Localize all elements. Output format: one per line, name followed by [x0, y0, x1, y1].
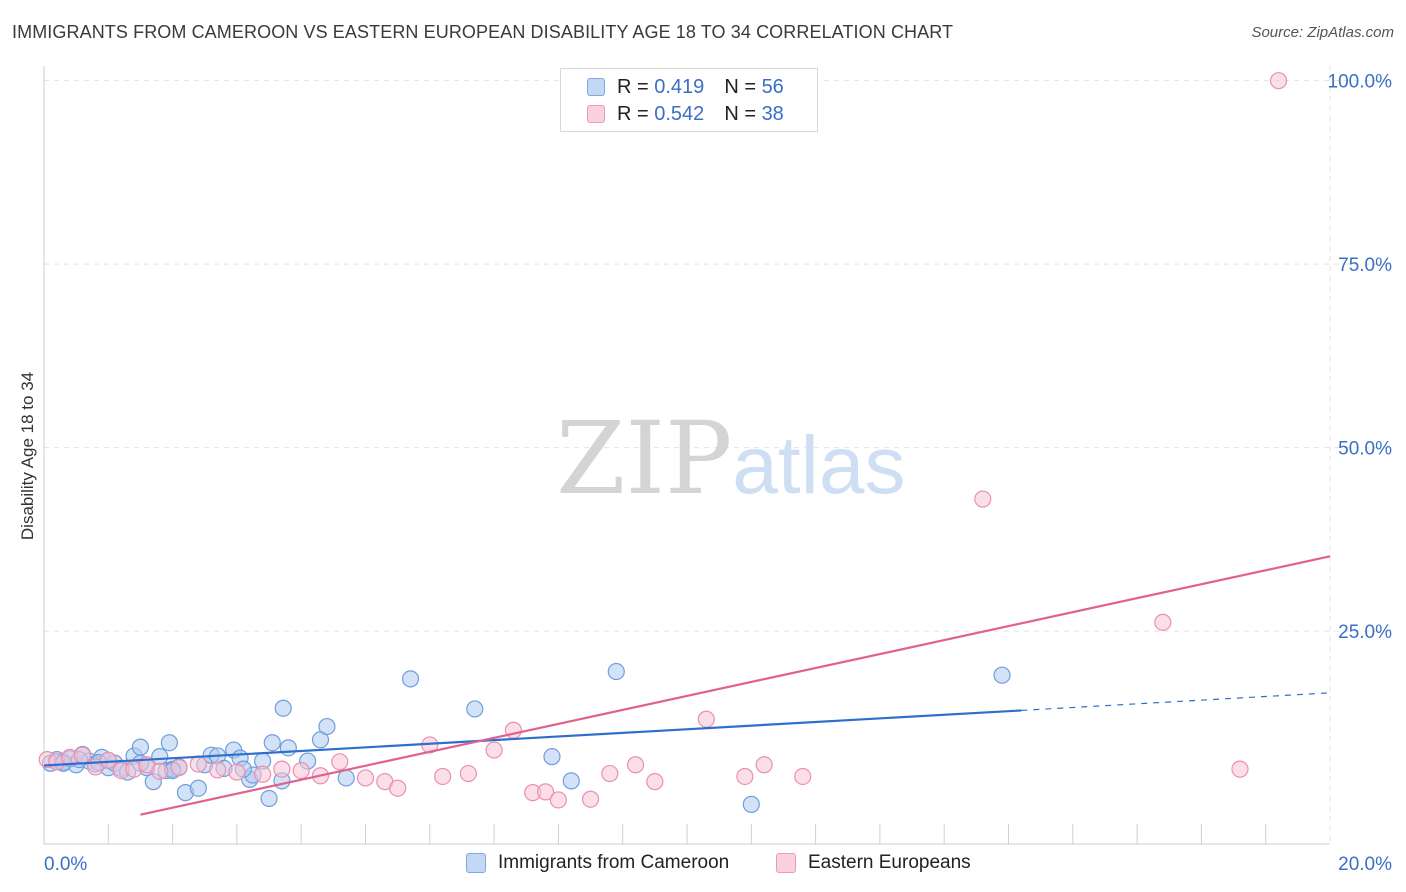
- eastern-europeans-point: [99, 751, 117, 769]
- trendline-cameroon-extension: [1021, 692, 1331, 712]
- eastern-europeans-point: [755, 756, 773, 774]
- watermark: ZIPatlas: [556, 400, 906, 517]
- eastern-europeans-point: [73, 746, 92, 764]
- series-eastern-europeans: [38, 72, 1288, 809]
- cameroon-point: [543, 748, 561, 766]
- eastern-europeans-point: [170, 759, 188, 777]
- eastern-europeans-point: [974, 490, 992, 508]
- eastern-europeans-point: [356, 769, 375, 787]
- y-axis-label: Disability Age 18 to 34: [18, 371, 37, 541]
- n-label: N =: [724, 75, 756, 98]
- eastern-europeans-point: [794, 767, 812, 786]
- eastern-europeans-point: [434, 767, 452, 786]
- trendline-cameroon: [43, 709, 1022, 767]
- legend-swatch-eastern-europeans: [776, 853, 796, 873]
- cameroon-point: [337, 769, 355, 787]
- eastern-europeans-point: [254, 765, 272, 783]
- eastern-europeans-point: [1154, 613, 1172, 631]
- eastern-europeans-point: [1269, 72, 1288, 90]
- cameroon-point: [279, 739, 297, 757]
- y-tick-label: 75.0%: [1338, 255, 1392, 276]
- cameroon-point: [263, 734, 281, 752]
- eastern-europeans-point: [601, 764, 619, 783]
- cameroon-point: [607, 662, 625, 681]
- r-value-pink: 0.542: [654, 102, 705, 125]
- cameroon-point: [401, 670, 420, 688]
- eastern-europeans-point: [549, 791, 568, 809]
- eastern-europeans-point: [626, 756, 645, 774]
- legend-swatch-pink: [587, 105, 605, 123]
- watermark-zip: ZIP: [556, 400, 733, 517]
- n-value-pink: 38: [761, 102, 784, 125]
- legend-item-cameroon: Immigrants from Cameroon: [466, 852, 729, 874]
- eastern-europeans-point: [736, 767, 754, 786]
- eastern-europeans-point: [273, 760, 291, 778]
- cameroon-point: [993, 666, 1011, 684]
- stats-legend: R = 0.419 N = 56 R = 0.542 N = 38: [560, 68, 818, 132]
- eastern-europeans-point: [331, 753, 349, 771]
- r-label: R =: [617, 75, 649, 98]
- y-tick-label: 50.0%: [1338, 439, 1392, 460]
- eastern-europeans-point: [292, 762, 310, 780]
- eastern-europeans-point: [151, 762, 169, 780]
- legend-swatch-blue: [587, 78, 605, 96]
- eastern-europeans-point: [1231, 760, 1249, 778]
- axes: [43, 66, 1330, 845]
- eastern-europeans-point: [646, 773, 664, 791]
- x-tick-label: 20.0%: [1338, 854, 1392, 875]
- n-label: N =: [724, 102, 756, 125]
- eastern-europeans-point: [389, 779, 407, 797]
- trendline-eastern-europeans: [140, 555, 1331, 816]
- cameroon-point: [318, 717, 336, 736]
- eastern-europeans-point: [697, 710, 715, 728]
- eastern-europeans-point: [459, 764, 477, 783]
- cameroon-point: [131, 738, 150, 756]
- y-tick-label: 25.0%: [1338, 622, 1392, 643]
- y-tick-label: 100.0%: [1328, 72, 1393, 93]
- legend-label-eastern-europeans: Eastern Europeans: [808, 852, 971, 873]
- legend-swatch-cameroon: [466, 853, 486, 873]
- cameroon-point: [160, 734, 178, 752]
- eastern-europeans-point: [189, 755, 207, 773]
- eastern-europeans-point: [536, 783, 555, 801]
- cameroon-point: [260, 789, 278, 808]
- legend-label-cameroon: Immigrants from Cameroon: [498, 852, 730, 873]
- cameroon-point: [562, 772, 580, 790]
- trendlines: [43, 555, 1331, 816]
- grid-lines: [44, 66, 1392, 844]
- eastern-europeans-point: [581, 790, 600, 808]
- n-value-blue: 56: [761, 75, 784, 98]
- chart-title: IMMIGRANTS FROM CAMEROON VS EASTERN EURO…: [12, 22, 954, 42]
- eastern-europeans-point: [485, 741, 503, 759]
- watermark-atlas: atlas: [732, 420, 906, 511]
- legend-item-eastern-europeans: Eastern Europeans: [776, 852, 971, 874]
- r-value-blue: 0.419: [654, 75, 705, 98]
- eastern-europeans-point: [209, 761, 227, 779]
- cameroon-point: [189, 779, 207, 797]
- legend-row-pink: R = 0.542 N = 38: [587, 102, 784, 126]
- cameroon-point: [742, 795, 760, 813]
- eastern-europeans-point: [228, 763, 246, 781]
- x-tick-label: 0.0%: [44, 854, 87, 875]
- cameroon-point: [274, 699, 292, 717]
- legend-row-blue: R = 0.419 N = 56: [587, 75, 784, 99]
- r-label: R =: [617, 102, 649, 125]
- tick-labels: 100.0% 75.0% 50.0% 25.0% 0.0% 20.0%: [44, 72, 1392, 875]
- source-label: Source: ZipAtlas.com: [1251, 24, 1394, 41]
- cameroon-point: [466, 700, 484, 718]
